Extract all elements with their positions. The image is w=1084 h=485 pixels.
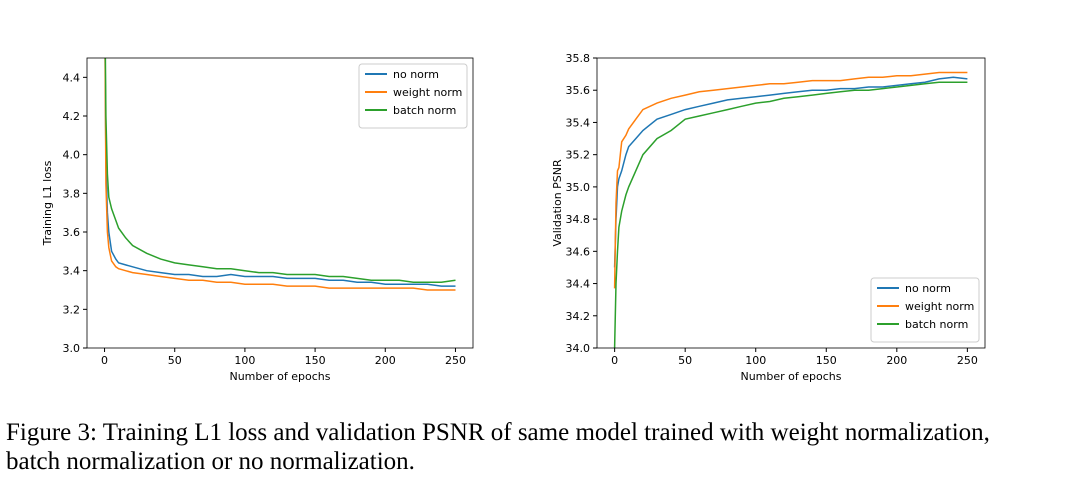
legend-box xyxy=(358,63,468,129)
y-tick-label: 34.6 xyxy=(566,245,591,258)
chart: 0 50 100 150 200 250 3.0 3.2 3.4 3.6 3.8 4.0 4.2 4.4 N… xyxy=(41,57,474,383)
y-tick-label: 3.6 xyxy=(63,226,81,239)
y-tick-label: 4.4 xyxy=(63,71,81,84)
y-tick-label: 3.0 xyxy=(63,342,81,355)
chart: 0 50 100 150 200 250 34.0 34.2 34.4 34.6 34.8 35.0 3… xyxy=(551,52,986,383)
y-tick-label: 35.0 xyxy=(566,181,591,194)
legend-label: batch norm xyxy=(393,104,456,117)
y-tick-label: 35.4 xyxy=(566,116,591,129)
x-tick-label: 50 xyxy=(168,354,182,367)
x-tick-label: 250 xyxy=(445,354,466,367)
x-tick-label: 100 xyxy=(234,354,255,367)
x-tick-label: 150 xyxy=(305,354,326,367)
y-tick-label: 35.2 xyxy=(566,149,591,162)
series-line xyxy=(104,58,456,291)
x-tick-label: 0 xyxy=(611,354,618,367)
y-tick-label: 3.8 xyxy=(63,187,81,200)
series-line xyxy=(104,58,456,284)
x-tick-label: 200 xyxy=(375,354,396,367)
y-tick-label: 34.4 xyxy=(566,278,591,291)
y-axis-label: Training L1 loss xyxy=(41,160,54,246)
legend-label: no norm xyxy=(905,282,951,295)
x-tick-label: 200 xyxy=(886,354,907,367)
legend-label: weight norm xyxy=(393,86,462,99)
legend-label: no norm xyxy=(393,68,439,81)
y-tick-label: 4.0 xyxy=(63,149,81,162)
caption-line: batch normalization or no normalization. xyxy=(6,448,415,475)
x-tick-label: 50 xyxy=(678,354,692,367)
y-tick-label: 3.4 xyxy=(63,265,81,278)
x-tick-label: 0 xyxy=(101,354,108,367)
legend-label: weight norm xyxy=(905,300,974,313)
x-tick-label: 150 xyxy=(816,354,837,367)
y-axis-label: Validation PSNR xyxy=(551,159,564,247)
series-line xyxy=(613,81,968,348)
plot-frame xyxy=(86,57,474,349)
legend-box xyxy=(870,277,980,343)
x-axis-label: Number of epochs xyxy=(740,370,841,383)
y-tick-label: 34.8 xyxy=(566,213,591,226)
y-tick-label: 35.6 xyxy=(566,84,591,97)
x-axis-label: Number of epochs xyxy=(229,370,330,383)
plot-frame xyxy=(596,57,986,349)
y-tick-label: 35.8 xyxy=(566,52,591,65)
series-line xyxy=(613,76,968,268)
x-tick-label: 100 xyxy=(745,354,766,367)
series-line xyxy=(104,58,456,287)
y-tick-label: 34.2 xyxy=(566,310,591,323)
y-tick-label: 4.2 xyxy=(63,110,81,123)
y-tick-label: 3.2 xyxy=(63,303,81,316)
legend-label: batch norm xyxy=(905,318,968,331)
x-tick-label: 250 xyxy=(957,354,978,367)
caption-line: Figure 3: Training L1 loss and validatio… xyxy=(6,419,990,446)
series-line xyxy=(613,71,968,289)
y-tick-label: 34.0 xyxy=(566,342,591,355)
